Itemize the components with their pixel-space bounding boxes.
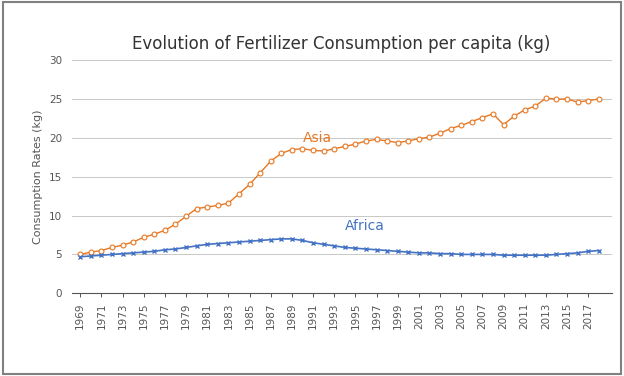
Title: Evolution of Fertilizer Consumption per capita (kg): Evolution of Fertilizer Consumption per … — [132, 35, 551, 53]
Text: Asia: Asia — [303, 131, 331, 145]
Text: Africa: Africa — [345, 218, 384, 233]
Y-axis label: Consumption Rates (kg): Consumption Rates (kg) — [33, 109, 43, 244]
